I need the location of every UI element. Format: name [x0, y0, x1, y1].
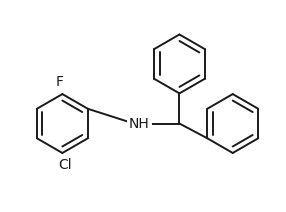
Text: NH: NH: [129, 117, 150, 131]
Text: F: F: [55, 75, 63, 89]
Text: Cl: Cl: [58, 158, 72, 172]
